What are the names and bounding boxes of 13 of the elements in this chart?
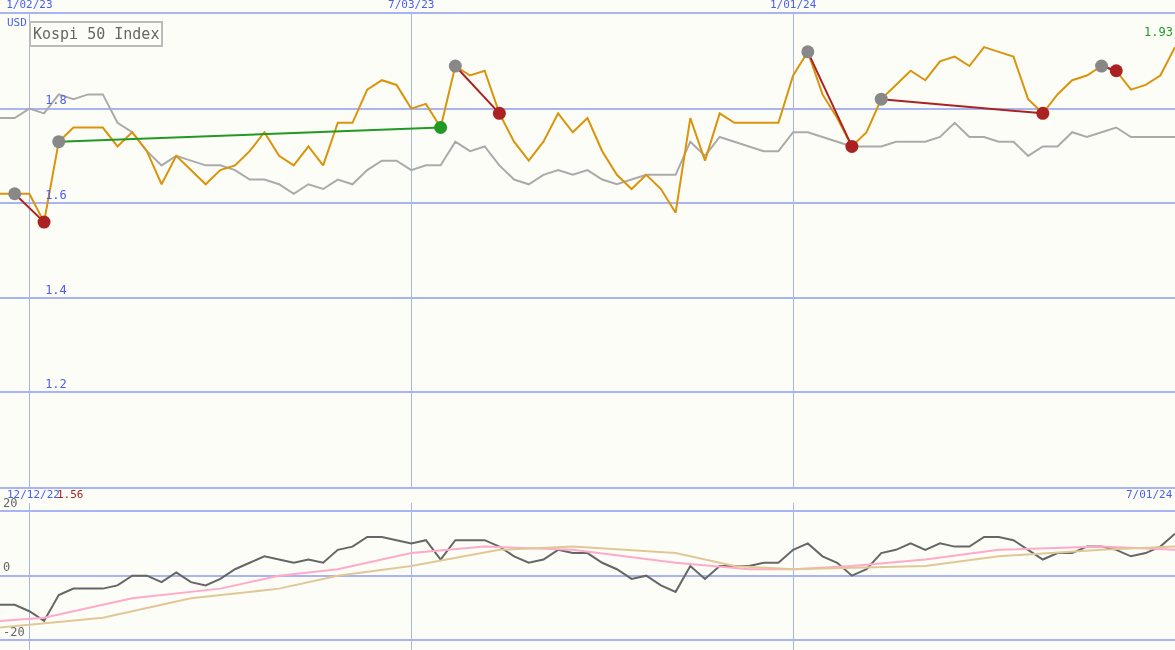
- annotation: 1.93: [1144, 25, 1173, 39]
- y-tick-label: 1.2: [45, 377, 67, 392]
- y-tick-label: 1.8: [45, 93, 67, 108]
- x-tick-label: 1/02/23: [6, 0, 53, 11]
- x-tick-label: 1/01/24: [769, 0, 817, 11]
- y-axis-title: USD: [7, 16, 27, 29]
- y-tick-label: -20: [3, 625, 25, 640]
- y-tick-label: 1.4: [45, 282, 67, 297]
- text: 7/01/24: [1126, 488, 1173, 501]
- text: Kospi 50 Index: [33, 25, 160, 43]
- text: 1.56: [57, 488, 84, 501]
- x-tick-label: 7/03/23: [388, 0, 435, 11]
- y-tick-label: 0: [3, 560, 11, 575]
